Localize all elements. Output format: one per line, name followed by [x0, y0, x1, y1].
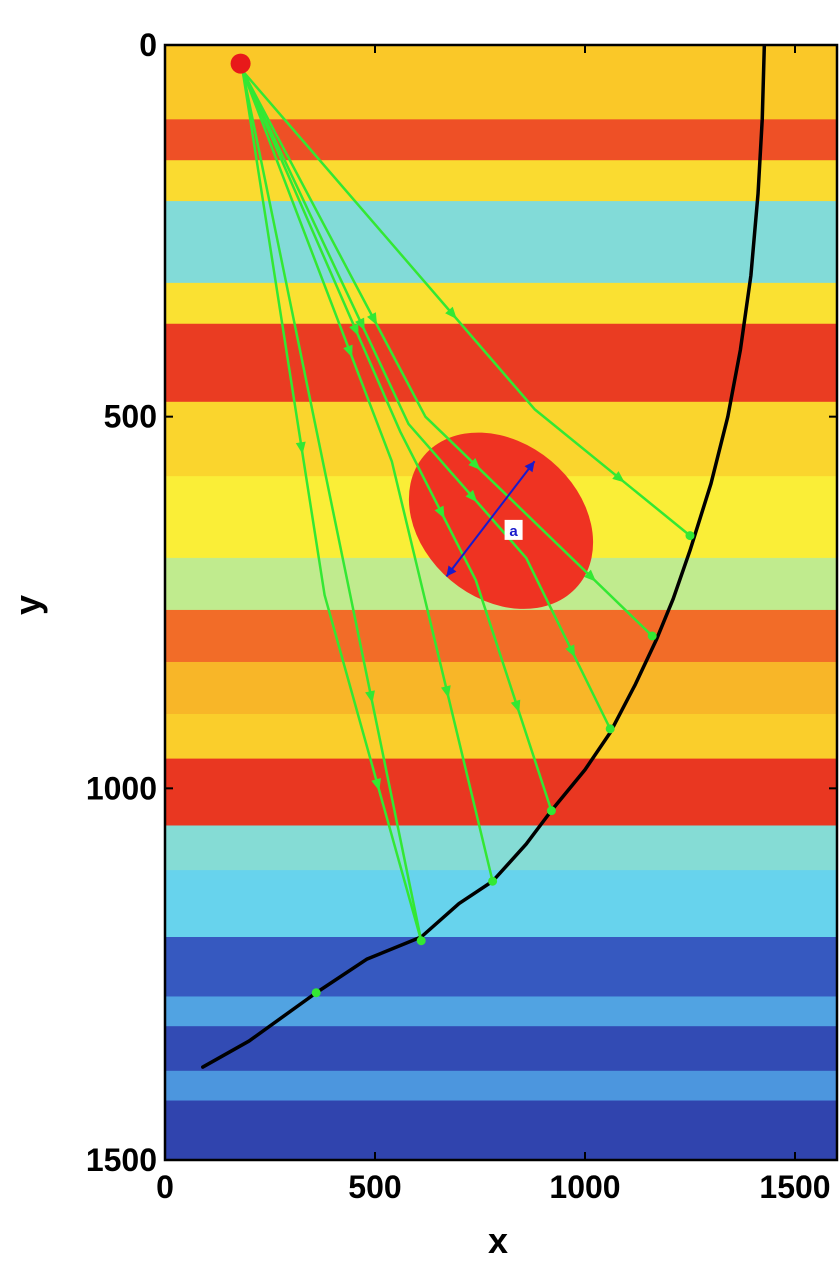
- receiver-marker: [546, 806, 556, 816]
- ray-line: [241, 70, 691, 537]
- heatmap-band: [165, 160, 837, 203]
- ray-line: [241, 70, 423, 941]
- ray-arrowhead: [295, 441, 306, 455]
- heatmap-band: [165, 870, 837, 938]
- heatmap-band: [165, 714, 837, 760]
- ray-line: [241, 70, 423, 942]
- ray-arrowhead: [434, 505, 445, 519]
- receiver-marker: [416, 936, 426, 946]
- x-tick-label: 500: [348, 1169, 401, 1205]
- receiver-curve-layer: [201, 45, 767, 1069]
- x-tick-label: 0: [156, 1169, 174, 1205]
- ray-arrowhead: [371, 778, 381, 791]
- y-tick-label: 0: [139, 27, 157, 63]
- annotation-label-box: [504, 519, 523, 540]
- receiver-marker: [647, 631, 657, 641]
- x-axis-label: x: [488, 1220, 508, 1261]
- receiver-curve: [201, 45, 767, 1069]
- heatmap-band: [165, 1100, 837, 1160]
- annotation-label: a: [509, 523, 518, 540]
- receiver-marker: [311, 988, 321, 998]
- source-point: [230, 53, 251, 74]
- heatmap-band: [165, 323, 837, 403]
- heatmap-band: [165, 661, 837, 715]
- x-tick-label: 1500: [759, 1169, 830, 1205]
- annotation-layer: a: [445, 460, 536, 578]
- plot-area: a: [165, 45, 837, 1160]
- heatmap-band: [165, 1026, 837, 1072]
- heatmap-band: [165, 996, 837, 1028]
- heatmap-band: [165, 758, 837, 827]
- source-layer: [230, 53, 251, 74]
- ray-arrowhead: [355, 317, 365, 331]
- heatmap-band: [165, 45, 837, 121]
- y-tick-label: 500: [104, 399, 157, 435]
- ray-arrowhead: [445, 306, 457, 320]
- y-axis-ticks: 0 500 1000 1500: [86, 27, 837, 1178]
- ray-arrowhead: [367, 312, 378, 326]
- heatmap-band: [165, 937, 837, 998]
- heatmap-band: [165, 119, 837, 162]
- y-axis-label: y: [7, 595, 48, 615]
- ray-layer: [241, 70, 691, 942]
- ray-arrowhead: [343, 344, 353, 358]
- ray-arrowhead: [349, 323, 359, 337]
- plot-frame: [163, 43, 839, 1162]
- ray-arrowhead: [465, 489, 478, 503]
- annotation-arrow: [445, 460, 536, 578]
- ray-arrowhead: [612, 471, 625, 483]
- y-tick-label: 1500: [86, 1142, 157, 1178]
- marker-layer: [311, 531, 695, 998]
- ray-line: [241, 70, 553, 812]
- heatmap-band: [165, 1070, 837, 1102]
- ray-arrowhead: [365, 690, 375, 704]
- ray-arrowhead: [468, 457, 481, 470]
- annotation-arrowhead: [446, 565, 457, 577]
- ray-arrowhead: [565, 644, 576, 658]
- ray-line: [241, 70, 612, 730]
- y-tick-label: 1000: [86, 770, 157, 806]
- ray-line: [241, 70, 494, 882]
- ray-arrowhead: [440, 685, 451, 699]
- receiver-marker: [605, 724, 615, 734]
- ray-line: [241, 70, 654, 637]
- x-tick-label: 1000: [549, 1169, 620, 1205]
- receiver-marker: [685, 531, 695, 541]
- annotation-arrowhead: [524, 461, 535, 473]
- ray-arrowhead: [583, 569, 597, 582]
- heatmap-band: [165, 825, 837, 872]
- ray-arrowhead: [510, 699, 521, 713]
- receiver-marker: [488, 876, 498, 886]
- x-axis-ticks: 0 500 1000 1500: [156, 45, 831, 1205]
- heatmap-band: [165, 282, 837, 325]
